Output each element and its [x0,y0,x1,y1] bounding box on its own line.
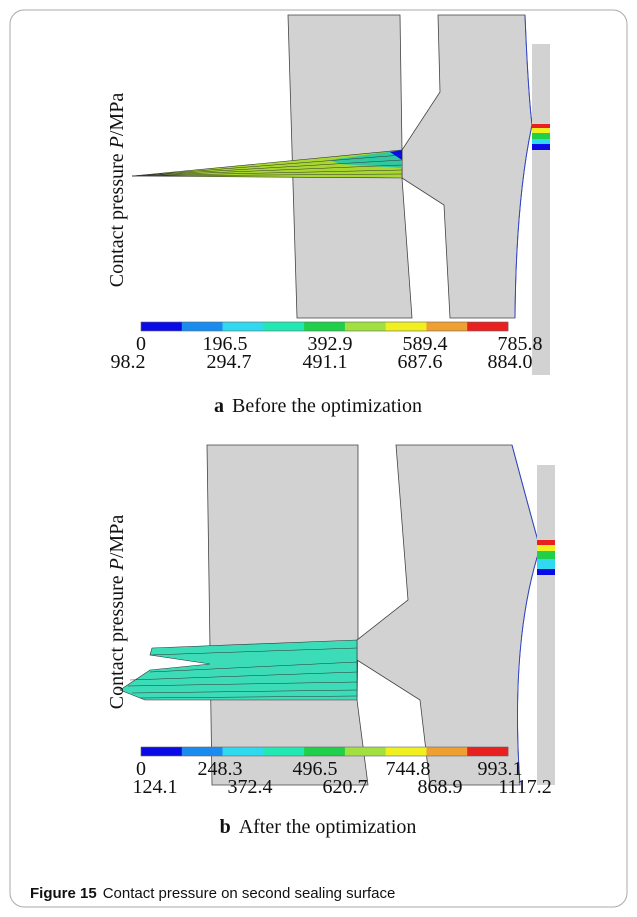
y-axis-label: Contact pressure P/MPa [106,93,128,288]
label-text: Contact pressure [106,148,128,287]
fea-image-a [132,15,550,375]
label-symbol: P [106,558,128,571]
panel-caption-text: After the optimization [239,816,417,838]
label-text: Contact pressure [106,570,128,709]
plate [532,44,550,375]
colorbar-segment [386,747,427,756]
plate [357,445,540,785]
colorbar-label: 294.7 [207,351,252,373]
plate [537,465,555,785]
colorbar-segment [263,322,304,331]
colorbar-label: 868.9 [418,776,463,798]
colorbar-segment [182,747,223,756]
colorbar-segment [467,322,508,331]
colorbar-segment [345,747,386,756]
figure-caption: Figure 15 Contact pressure on second seal… [30,885,395,902]
label-unit: /MPa [106,93,128,136]
colorbar-label: 124.1 [133,776,178,798]
colorbar-segment [141,747,182,756]
y-axis-label: Contact pressure P/MPa [106,515,128,710]
contact-band [537,540,555,575]
fea-image-b [120,445,555,785]
contact-band [532,124,550,150]
colorbar-label: 620.7 [323,776,368,798]
colorbar-label: 884.0 [488,351,533,373]
colorbar-label: 687.6 [398,351,443,373]
figure: Contact pressure P/MPa098.2196.5294.7392… [0,0,637,917]
panel-caption: b After the optimization [220,816,417,838]
figure-caption-text: Contact pressure on second sealing surfa… [103,885,396,902]
panel-letter: b [220,816,231,838]
colorbar-segment [345,322,386,331]
colorbar-label: 372.4 [228,776,273,798]
panel-caption-text: Before the optimization [232,395,422,417]
colorbar-segment [182,322,223,331]
colorbar-label: 98.2 [111,351,146,373]
panel-letter: a [214,395,224,417]
colorbar-segment [426,747,467,756]
label-symbol: P [106,136,128,149]
colorbar-segment [141,322,182,331]
figure-label: Figure 15 [30,885,97,902]
colorbar-segment [223,322,264,331]
colorbar-segment [386,322,427,331]
colorbar-segment [263,747,304,756]
colorbar-segment [304,322,345,331]
colorbar-segment [223,747,264,756]
colorbar-segment [426,322,467,331]
plate [207,445,368,785]
plate [402,15,532,318]
panel-caption: a Before the optimization [214,395,422,417]
label-unit: /MPa [106,515,128,558]
colorbar-segment [467,747,508,756]
colorbar-segment [304,747,345,756]
colorbar-label: 491.1 [303,351,348,373]
colorbar-label: 1117.2 [498,776,552,798]
